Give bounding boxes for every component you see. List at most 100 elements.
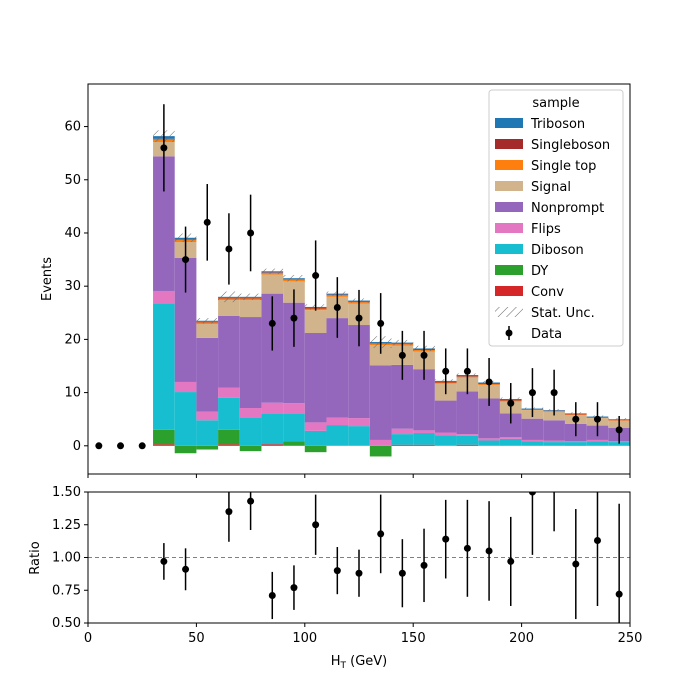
main-y-axis: 0 10 20 30 40 50 60 [64,120,88,454]
stat-unc-band [239,293,262,301]
bar-diboson [608,442,630,446]
bar-diboson [283,413,305,442]
bar-nonprompt [304,333,327,423]
ratio-point [290,584,298,592]
bar-flips [261,402,284,414]
stat-unc-band [261,268,284,274]
x-tick-label: 150 [401,631,426,646]
bar-flips [326,417,349,426]
data-point [593,415,601,423]
bar-conv [564,445,587,446]
ratio-point [398,569,406,577]
bar-nonprompt [369,365,392,440]
bar-diboson [174,392,197,446]
bar-flips [478,438,500,441]
bar-dy [283,441,305,446]
ratio-point [160,557,168,565]
bar-nonprompt [391,364,414,429]
legend-label-conv: Conv [531,285,564,300]
legend-swatch-diboson [495,244,523,254]
x-axis-label-unit: (GeV) [346,654,387,669]
legend-label-triboson: Triboson [530,117,585,132]
data-point [95,442,103,450]
ratio-point [572,560,580,568]
bar-flips [153,290,175,304]
ratio-point [615,590,623,598]
data-point [420,351,428,359]
legend-label-diboson: Diboson [531,243,584,258]
bar-nonprompt [326,318,349,418]
legend-label-flips: Flips [531,222,561,237]
data-point [485,378,493,386]
bar-nonprompt [499,413,522,438]
bar-diboson [499,438,522,446]
bar-flips [499,437,522,439]
data-point [290,314,298,322]
legend-swatch-nonprompt [495,202,523,212]
data-point [507,399,515,407]
bar-diboson [196,420,219,446]
data-point [225,245,233,253]
bar-diboson [239,417,262,446]
bar-flips [391,428,414,435]
legend-label-stat-unc: Stat. Unc. [531,306,595,321]
bar-nonprompt [521,418,544,440]
bar-flips [456,434,479,436]
legend: sample Triboson Singleboson Single top Signa… [488,89,624,347]
main-y-tick-label: 10 [64,386,81,401]
x-tick-label: 250 [618,631,643,646]
legend-data-marker [505,329,513,337]
ratio-y-tick-label: 0.75 [52,583,81,598]
bar-conv [413,444,435,446]
main-y-tick-label: 0 [73,439,81,454]
main-y-axis-label: Events [40,257,55,301]
ratio-y-axis: 0.50 0.75 1.00 1.25 1.50 [52,485,88,631]
bar-diboson [391,434,414,445]
ratio-point [355,569,363,577]
bar-nonprompt [348,325,370,419]
legend-swatch-dy [495,265,523,275]
bar-conv [456,444,479,446]
x-tick-label: 0 [84,631,92,646]
ratio-point [268,591,276,599]
data-point [615,426,623,434]
bar-diboson [521,441,544,446]
bar-nonprompt [196,337,219,412]
main-y-tick-label: 30 [64,279,81,294]
ratio-point [182,565,190,573]
x-axis-label-subscript: T [340,661,347,671]
x-axis-label: HT (GeV) [331,654,388,671]
legend-box [488,89,624,347]
x-tick-label: 200 [509,631,534,646]
bar-diboson [586,441,609,446]
bar-nonprompt [218,315,240,388]
bar-flips [218,387,240,398]
data-point [203,218,211,226]
bar-signal [218,300,240,316]
ratio-point [333,567,341,575]
ratio-point [593,536,601,544]
ratio-point [551,482,558,489]
data-point [463,367,471,375]
x-axis-label-main: H [331,654,341,669]
data-point [550,389,558,397]
bar-signal [196,323,219,338]
stat-unc-band [218,291,240,303]
legend-swatch-stat-unc [495,307,523,317]
bar-diboson [456,435,479,445]
ratio-point [247,497,255,505]
stat-unc-band [283,275,305,282]
bar-diboson [326,425,349,446]
bar-nonprompt [283,302,305,404]
bar-flips [543,440,565,443]
bar-nonprompt [434,400,457,433]
bar-flips [196,411,219,421]
bar-nonprompt [153,156,175,291]
bar-dy [369,445,392,457]
bar-flips [348,418,370,427]
ratio-panel: 0.50 0.75 1.00 1.25 1.50 0 50 100 150 200 250 Rat… [28,482,643,671]
main-y-tick-label: 60 [64,120,81,135]
bar-flips [239,408,262,418]
data-points [95,104,623,450]
ratio-point [528,492,536,496]
